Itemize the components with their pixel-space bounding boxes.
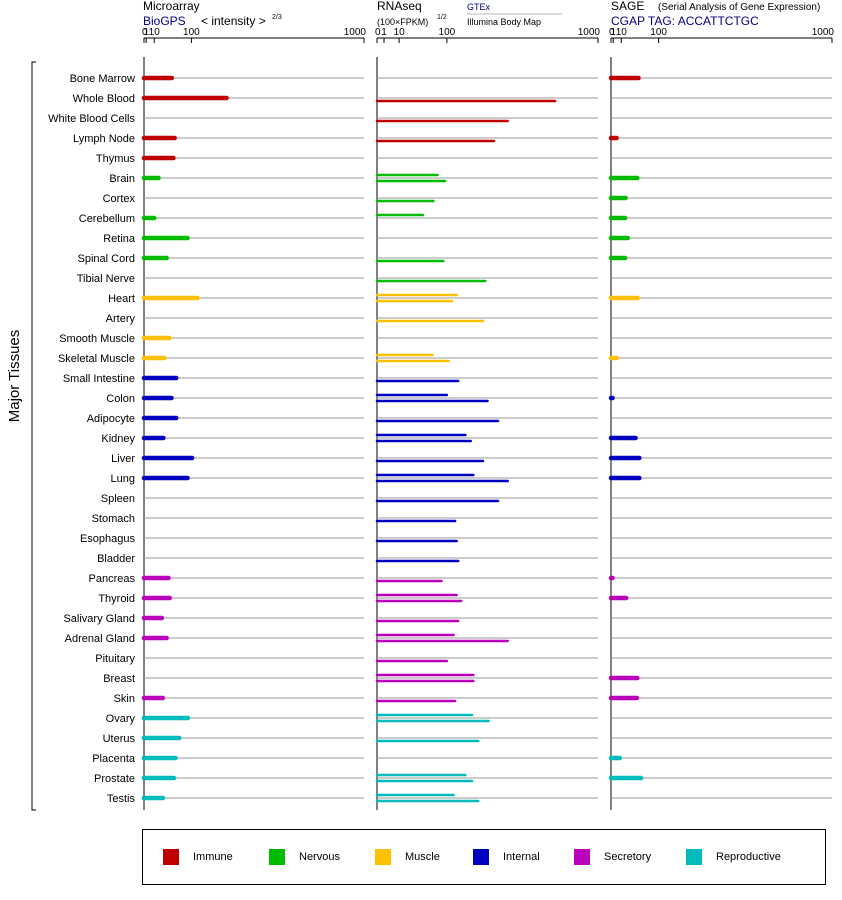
rnaseq-source-illumina: Illumina Body Map bbox=[467, 17, 541, 27]
tissue-label: Breast bbox=[103, 673, 135, 685]
tissue-label: Spinal Cord bbox=[78, 253, 135, 265]
tissue-label: White Blood Cells bbox=[48, 113, 135, 125]
tissue-label: Esophagus bbox=[80, 533, 136, 545]
tissue-label: Pituitary bbox=[95, 653, 135, 665]
tissue-label: Thymus bbox=[96, 153, 136, 165]
tissue-label: Whole Blood bbox=[73, 93, 135, 105]
tissue-label: Stomach bbox=[92, 513, 135, 525]
tissue-label: Testis bbox=[107, 793, 136, 805]
legend-label: Internal bbox=[503, 851, 540, 863]
x-tick-label: 100 bbox=[439, 27, 456, 38]
x-tick-label: 1000 bbox=[344, 27, 367, 38]
legend-swatch bbox=[375, 849, 391, 865]
tissue-label: Brain bbox=[109, 173, 135, 185]
tissue-label: Spleen bbox=[101, 493, 135, 505]
microarray-source: BioGPS bbox=[143, 14, 186, 28]
microarray-scale-exponent: 2/3 bbox=[272, 14, 282, 21]
tissue-label: Salivary Gland bbox=[63, 613, 135, 625]
tissue-label: Artery bbox=[106, 313, 136, 325]
x-tick-label: 0 bbox=[142, 27, 148, 38]
tissue-label: Tibial Nerve bbox=[77, 273, 135, 285]
x-tick-label: 1000 bbox=[812, 27, 835, 38]
rnaseq-source-gtex: GTEx bbox=[467, 2, 491, 12]
y-axis-label: Major Tissues bbox=[6, 330, 23, 423]
x-tick-label: 0 bbox=[375, 27, 381, 38]
x-tick-label: 1 bbox=[143, 27, 149, 38]
tissue-label: Uterus bbox=[103, 733, 136, 745]
tissue-label: Thyroid bbox=[98, 593, 135, 605]
microarray-scale-label: < intensity > bbox=[201, 14, 266, 28]
tissue-label: Adipocyte bbox=[87, 413, 135, 425]
legend-label: Muscle bbox=[405, 851, 440, 863]
legend-swatch bbox=[163, 849, 179, 865]
x-tick-label: 1 bbox=[610, 27, 616, 38]
tissue-label: Retina bbox=[103, 233, 136, 245]
rnaseq-scale-exponent: 1/2 bbox=[437, 14, 447, 21]
tissue-label: Bladder bbox=[97, 553, 135, 565]
sage-source-tag: CGAP TAG: ACCATTCTGC bbox=[611, 14, 759, 28]
tissue-label: Prostate bbox=[94, 773, 135, 785]
legend-label: Reproductive bbox=[716, 851, 781, 863]
legend-label: Secretory bbox=[604, 851, 652, 863]
sage-subtitle: (Serial Analysis of Gene Expression) bbox=[658, 2, 820, 13]
tissue-label: Lung bbox=[111, 473, 135, 485]
tissue-label: Pancreas bbox=[89, 573, 136, 585]
tissue-label: Smooth Muscle bbox=[59, 333, 135, 345]
legend-swatch bbox=[269, 849, 285, 865]
legend-swatch bbox=[574, 849, 590, 865]
x-tick-label: 100 bbox=[650, 27, 667, 38]
legend-swatch bbox=[473, 849, 489, 865]
legend-swatch bbox=[686, 849, 702, 865]
x-tick-label: 10 bbox=[616, 27, 628, 38]
legend-label: Nervous bbox=[299, 851, 340, 863]
tissue-bracket bbox=[31, 61, 36, 811]
tissue-label: Heart bbox=[108, 293, 135, 305]
x-tick-label: 1 bbox=[381, 27, 387, 38]
rnaseq-scale-label: (100×FPKM) bbox=[377, 17, 428, 27]
tissue-label: Skeletal Muscle bbox=[58, 353, 135, 365]
tissue-label: Placenta bbox=[92, 753, 136, 765]
tissue-label: Colon bbox=[106, 393, 135, 405]
tissue-label: Ovary bbox=[106, 713, 136, 725]
tissue-label: Small Intestine bbox=[63, 373, 135, 385]
tissue-label: Kidney bbox=[101, 433, 135, 445]
x-tick-label: 1000 bbox=[578, 27, 601, 38]
microarray-title: Microarray bbox=[143, 0, 200, 13]
x-tick-label: 10 bbox=[149, 27, 161, 38]
legend: Immune Nervous Muscle Internal Secretory Repr… bbox=[142, 829, 826, 885]
rnaseq-title: RNAseq bbox=[377, 0, 422, 13]
legend-label: Immune bbox=[193, 851, 233, 863]
x-tick-label: 100 bbox=[183, 27, 200, 38]
tissue-label: Bone Marrow bbox=[70, 73, 135, 85]
x-tick-label: 10 bbox=[394, 27, 406, 38]
x-tick-label: 0 bbox=[609, 27, 615, 38]
sage-title: SAGE bbox=[611, 0, 644, 13]
tissue-label: Adrenal Gland bbox=[65, 633, 135, 645]
tissue-label: Liver bbox=[111, 453, 135, 465]
tissue-label: Cerebellum bbox=[79, 213, 135, 225]
tissue-label: Cortex bbox=[103, 193, 136, 205]
tissue-label: Skin bbox=[114, 693, 135, 705]
tissue-label: Lymph Node bbox=[73, 133, 135, 145]
